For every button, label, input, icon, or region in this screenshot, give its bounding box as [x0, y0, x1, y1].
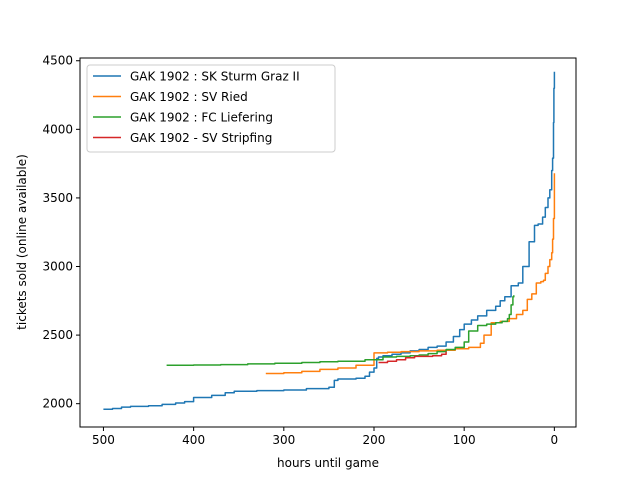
series-line-3 — [166, 295, 515, 367]
y-tick-label-1: 2500 — [42, 328, 73, 342]
plot-frame — [79, 57, 577, 428]
y-axis-label: tickets sold (online available) — [15, 154, 29, 330]
legend-box — [86, 64, 336, 153]
x-tick-label-0: 500 — [92, 433, 115, 447]
x-tick-label-1: 400 — [182, 433, 205, 447]
x-tick-label-4: 100 — [453, 433, 476, 447]
series-layer — [103, 71, 556, 410]
legend-label-3: GAK 1902 : FC Liefering — [130, 111, 273, 125]
series-line-4 — [378, 351, 447, 364]
x-tick-label-3: 200 — [363, 433, 386, 447]
x-tick-label-2: 300 — [272, 433, 295, 447]
y-axis-ticks: 2000 2500 3000 3500 4000 4500 — [42, 54, 80, 411]
legend-label-2: GAK 1902 : SV Ried — [130, 90, 248, 104]
y-tick-label-4: 4000 — [42, 122, 73, 136]
legend-label-1: GAK 1902 : SK Sturm Graz II — [130, 70, 300, 84]
y-tick-label-5: 4500 — [42, 54, 73, 68]
y-tick-label-2: 3000 — [42, 260, 73, 274]
y-tick-label-3: 3500 — [42, 191, 73, 205]
legend: GAK 1902 : SK Sturm Graz II GAK 1902 : SV… — [86, 64, 336, 153]
x-tick-label-5: 0 — [551, 433, 559, 447]
legend-label-4: GAK 1902 - SV Stripfing — [130, 131, 272, 145]
x-axis-label: hours until game — [277, 456, 379, 470]
y-tick-label-0: 2000 — [42, 397, 73, 411]
x-axis-ticks: 500 400 300 200 100 0 — [92, 427, 558, 447]
